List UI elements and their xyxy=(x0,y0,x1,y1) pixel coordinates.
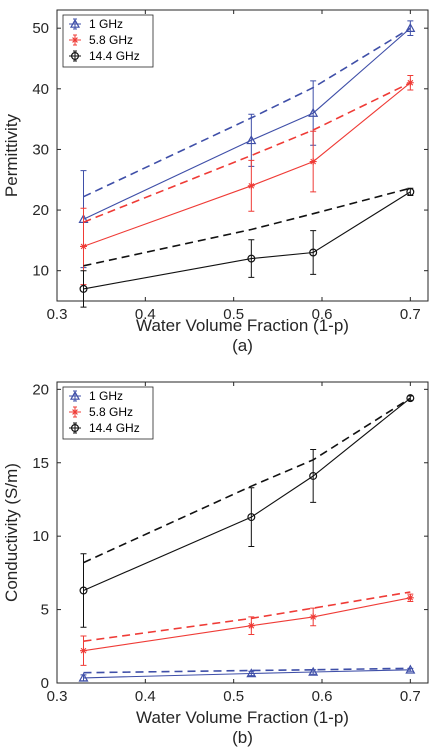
measured-line xyxy=(83,397,411,592)
series-5-8-ghz xyxy=(80,591,414,666)
data-point xyxy=(405,22,416,32)
error-bar xyxy=(248,670,255,677)
y-axis-label: Permittivity xyxy=(2,113,21,197)
series-14-4-ghz xyxy=(79,187,415,308)
data-point xyxy=(79,284,88,293)
data-point xyxy=(309,248,318,257)
measured-line xyxy=(83,82,411,247)
y-tick-label: 5 xyxy=(41,602,49,619)
data-point xyxy=(308,107,319,117)
model-dashed-line xyxy=(83,27,411,198)
panel-caption: (b) xyxy=(232,728,253,747)
data-point xyxy=(406,394,415,403)
data-point xyxy=(246,135,257,145)
legend: 1 GHz 5.8 GHz 14.4 GHz xyxy=(62,14,154,68)
legend-marker xyxy=(69,390,81,400)
legend-label: 1 GHz xyxy=(89,389,123,403)
model-dashed-line xyxy=(83,667,411,674)
x-tick-label: 0.5 xyxy=(223,306,244,323)
legend-swatch xyxy=(69,422,81,434)
model-dashed-line xyxy=(83,82,411,223)
error-bar xyxy=(248,487,255,547)
model-dashed-line xyxy=(83,591,411,642)
legend-marker xyxy=(69,18,81,28)
y-tick-label: 0 xyxy=(41,675,49,692)
error-bar xyxy=(310,230,317,275)
data-point xyxy=(406,594,414,602)
measured-line xyxy=(83,597,411,652)
data-point xyxy=(247,622,255,630)
x-tick-label: 0.6 xyxy=(312,688,333,705)
panel-caption: (a) xyxy=(232,336,253,355)
y-tick-label: 30 xyxy=(32,141,49,158)
model-dashed-line xyxy=(83,187,411,267)
series-5-8-ghz xyxy=(80,74,414,286)
data-point xyxy=(246,668,257,678)
y-tick-label: 15 xyxy=(32,455,49,472)
legend-marker xyxy=(71,36,79,44)
y-axis-label: Conductivity (S/m) xyxy=(2,463,21,602)
error-bar xyxy=(310,669,317,675)
legend-label: 14.4 GHz xyxy=(89,421,140,435)
x-tick-label: 0.6 xyxy=(312,306,333,323)
error-bar xyxy=(248,239,255,278)
legend: 1 GHz 5.8 GHz 14.4 GHz xyxy=(62,386,154,440)
y-tick-label: 40 xyxy=(32,81,49,98)
x-tick-label: 0.5 xyxy=(223,688,244,705)
y-tick-label: 10 xyxy=(32,263,49,280)
legend-label: 14.4 GHz xyxy=(89,49,140,63)
legend-marker xyxy=(71,408,79,416)
data-point xyxy=(309,613,317,621)
legend-swatch xyxy=(69,390,81,402)
legend-swatch xyxy=(69,50,81,62)
data-point xyxy=(78,672,89,682)
legend-label: 5.8 GHz xyxy=(89,405,133,419)
series-1-ghz xyxy=(78,664,416,682)
data-point xyxy=(405,664,416,674)
x-tick-label: 0.4 xyxy=(135,306,156,323)
measured-line xyxy=(83,27,411,220)
series-14-4-ghz xyxy=(79,394,415,628)
x-axis-label: Water Volume Fraction (1-p) xyxy=(136,316,349,335)
model-dashed-line xyxy=(83,397,411,564)
y-tick-label: 20 xyxy=(32,381,49,398)
data-point xyxy=(80,242,87,250)
panel-a-permittivity: 0.3 0.4 0.5 0.6 0.7 10 20 30 40 50 Water Volume Fr… xyxy=(2,9,429,355)
y-tick-label: 10 xyxy=(32,528,49,545)
series-1-ghz xyxy=(78,20,416,269)
data-point xyxy=(406,187,415,196)
x-tick-label: 0.3 xyxy=(47,688,68,705)
data-point xyxy=(247,513,256,522)
legend-label: 1 GHz xyxy=(89,17,123,31)
error-bar xyxy=(80,270,87,308)
x-tick-label: 0.7 xyxy=(400,306,421,323)
y-tick-label: 50 xyxy=(32,20,49,37)
panel-b-conductivity: 0.3 0.4 0.5 0.6 0.7 0 5 10 15 20 Water Volume Frac… xyxy=(2,381,429,747)
data-point xyxy=(406,79,414,87)
measured-line xyxy=(83,191,411,290)
legend-marker xyxy=(70,51,79,60)
x-tick-label: 0.3 xyxy=(47,306,68,323)
legend-marker xyxy=(70,424,79,433)
x-tick-label: 0.4 xyxy=(135,688,156,705)
data-point xyxy=(309,471,318,480)
error-bar xyxy=(310,449,317,503)
x-tick-label: 0.7 xyxy=(400,688,421,705)
measured-line xyxy=(83,669,411,679)
y-tick-label: 20 xyxy=(32,202,49,219)
legend-label: 5.8 GHz xyxy=(89,33,133,47)
data-point xyxy=(80,647,87,655)
data-point xyxy=(309,158,317,166)
error-bar xyxy=(80,553,87,628)
legend-swatch xyxy=(69,18,81,30)
data-point xyxy=(247,254,256,263)
data-point xyxy=(79,586,88,595)
x-axis-label: Water Volume Fraction (1-p) xyxy=(136,708,349,727)
data-point xyxy=(247,182,255,190)
data-point xyxy=(308,666,319,676)
